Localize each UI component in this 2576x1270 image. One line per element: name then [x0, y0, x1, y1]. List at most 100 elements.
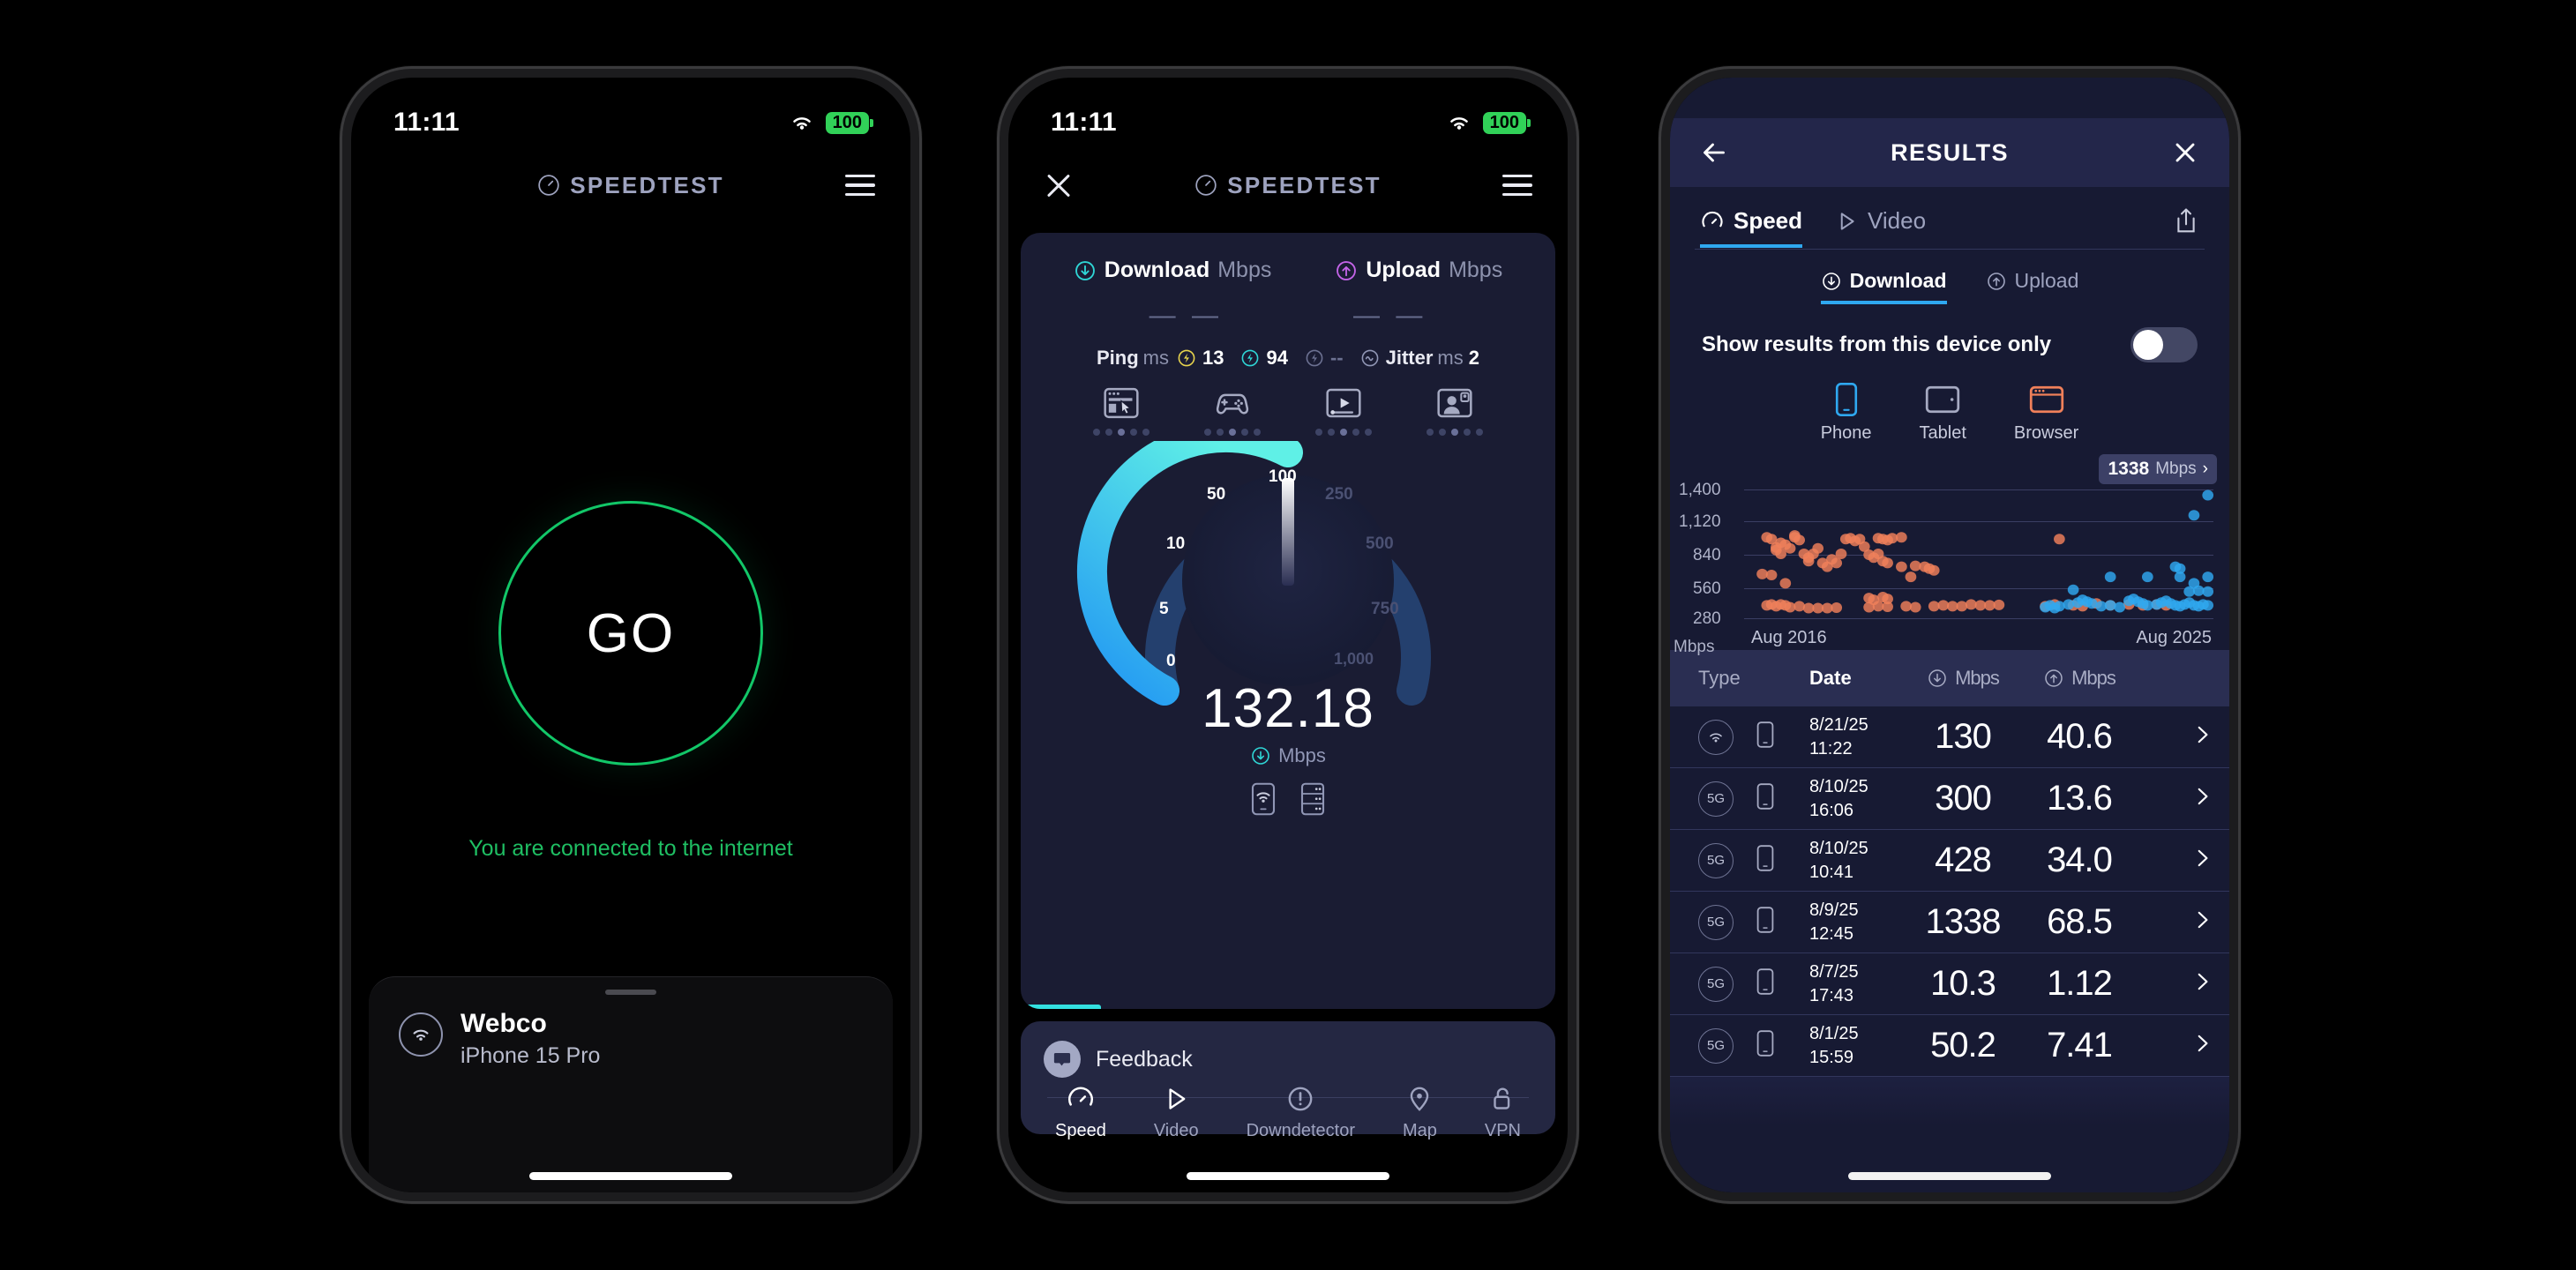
direction-label: Download	[1849, 269, 1947, 292]
device-type-filters: Phone Tablet	[1670, 382, 2229, 444]
tab-label: Video	[1868, 207, 1927, 234]
table-row[interactable]: 5G 8/9/25 12:45 1338 68.5	[1670, 892, 2229, 953]
svg-text:500: 500	[1366, 534, 1394, 553]
upload-latency-icon	[1306, 349, 1323, 367]
gauge-unit-row: Mbps	[1021, 744, 1555, 767]
chevron-right-icon[interactable]	[2190, 970, 2213, 997]
results-header: RESULTS	[1670, 118, 2229, 187]
speedometer-icon	[1195, 175, 1217, 196]
ping-label: Ping	[1097, 347, 1139, 369]
network-type-badge: 5G	[1698, 1027, 1734, 1064]
jitter-icon	[1361, 349, 1379, 367]
tablet-icon	[1926, 385, 1960, 414]
tab-speed[interactable]: Speed	[1700, 207, 1803, 248]
y-tick-label: 280	[1693, 609, 1721, 628]
tab-video[interactable]: Video	[1154, 1084, 1199, 1141]
results-scatter-chart: 1338 Mbps › 1,400 1,120 840 560 280 Mbps…	[1670, 454, 2229, 656]
svg-text:50: 50	[1207, 485, 1225, 504]
result-download: 428	[1935, 840, 1992, 879]
svg-text:250: 250	[1325, 485, 1353, 504]
hamburger-icon[interactable]	[845, 174, 875, 197]
status-time: 11:11	[393, 108, 460, 137]
tab-label: VPN	[1484, 1121, 1521, 1140]
play-icon	[1840, 212, 1854, 230]
browse-icon	[1104, 387, 1139, 419]
close-icon[interactable]	[1044, 170, 1074, 200]
streaming-icon	[1326, 388, 1361, 418]
chevron-right-icon[interactable]	[2190, 723, 2213, 751]
phone-1-body: GO You are connected to the internet	[351, 226, 910, 1192]
tab-video[interactable]: Video	[1834, 207, 1926, 248]
peak-result-badge[interactable]: 1338 Mbps ›	[2099, 454, 2217, 484]
chevron-right-icon[interactable]	[2190, 1032, 2213, 1059]
result-upload: 34.0	[2047, 840, 2113, 879]
divider	[1695, 249, 2205, 250]
drag-handle[interactable]	[605, 990, 656, 995]
tab-label: Video	[1153, 1121, 1199, 1140]
share-icon[interactable]	[2173, 206, 2199, 249]
device-type-browser[interactable]: Browser	[2014, 382, 2078, 444]
usage-streaming	[1315, 385, 1372, 436]
ping-unit: ms	[1142, 347, 1169, 369]
usage-browse	[1093, 385, 1149, 436]
upload-arrow-icon	[1337, 260, 1357, 280]
usage-dots	[1093, 429, 1149, 436]
direction-tab-upload[interactable]: Upload	[1986, 269, 2078, 304]
speedometer-icon	[538, 175, 559, 196]
column-type: Type	[1698, 667, 1741, 689]
y-tick-label: 1,120	[1679, 512, 1721, 531]
table-row[interactable]: 5G 8/1/25 15:59 50.2 7.41	[1670, 1015, 2229, 1077]
feedback-panel[interactable]: Feedback	[1021, 1021, 1555, 1134]
phone-2-frame: 11:11 100	[997, 66, 1579, 1204]
table-row[interactable]: 5G 8/10/25 10:41 428 34.0	[1670, 830, 2229, 892]
table-row[interactable]: 5G 8/7/25 17:43 10.3 1.12	[1670, 953, 2229, 1015]
tab-speed[interactable]: Speed	[1055, 1084, 1106, 1141]
device-type-label: Tablet	[1919, 423, 1966, 443]
device-filter-toggle[interactable]	[2130, 327, 2198, 362]
device-filter-label: Show results from this device only	[1702, 332, 2052, 356]
connection-card[interactable]: Webco iPhone 15 Pro	[369, 976, 893, 1192]
direction-tab-download[interactable]: Download	[1820, 269, 1947, 304]
speech-bubble-icon	[1044, 1041, 1081, 1078]
bottom-tab-bar: Speed Video Downdetector	[1008, 1084, 1568, 1141]
svg-text:100: 100	[1269, 467, 1297, 486]
app-header: SPEEDTEST	[1008, 145, 1568, 226]
server-icon	[1300, 782, 1325, 816]
chevron-right-icon[interactable]	[2190, 847, 2213, 874]
table-row[interactable]: 5G 8/10/25 16:06 300 13.6	[1670, 768, 2229, 830]
arrow-left-icon[interactable]	[1698, 137, 1730, 168]
battery-indicator: 100	[825, 111, 873, 134]
download-header: Download Mbps	[1074, 258, 1271, 283]
result-date: 8/7/25 17:43	[1809, 962, 1859, 1005]
device-type-phone[interactable]: Phone	[1821, 382, 1872, 444]
wifi-icon	[399, 1012, 443, 1057]
phone-2-screen: 11:11 100	[1008, 78, 1568, 1192]
usage-dots	[1427, 429, 1483, 436]
results-screen: RESULTS Speed	[1670, 78, 2229, 1192]
download-arrow-icon	[1075, 260, 1095, 280]
tab-map[interactable]: Map	[1403, 1084, 1437, 1141]
tab-vpn[interactable]: VPN	[1485, 1084, 1521, 1141]
result-download: 1338	[1925, 902, 2002, 941]
chevron-right-icon[interactable]	[2190, 785, 2213, 812]
table-row[interactable]: 8/21/25 11:22 130 40.6	[1670, 706, 2229, 768]
speed-gauge: 0 5 10 50 100 250 500 750 1,000 132.18	[1021, 422, 1555, 820]
chevron-right-icon[interactable]	[2190, 908, 2213, 936]
go-button[interactable]: GO	[498, 501, 763, 766]
speedometer-icon	[1067, 1087, 1093, 1106]
result-date: 8/9/25 12:45	[1809, 900, 1859, 944]
column-download-unit: Mbps	[1955, 667, 2000, 689]
upload-header: Upload Mbps	[1335, 258, 1502, 283]
notch	[525, 78, 737, 108]
status-bar-spacer	[1670, 78, 2229, 118]
device-type-tablet[interactable]: Tablet	[1920, 382, 1966, 444]
phone-wifi-icon	[1251, 782, 1276, 816]
tab-downdetector[interactable]: Downdetector	[1247, 1084, 1355, 1141]
hamburger-icon[interactable]	[1502, 174, 1532, 197]
status-bar: 11:11 100	[351, 78, 910, 145]
download-arrow-icon	[1822, 272, 1840, 290]
close-icon[interactable]	[2169, 137, 2201, 168]
result-download: 10.3	[1930, 964, 1996, 1003]
upload-latency-value: --	[1329, 347, 1344, 369]
usage-dots	[1204, 429, 1261, 436]
